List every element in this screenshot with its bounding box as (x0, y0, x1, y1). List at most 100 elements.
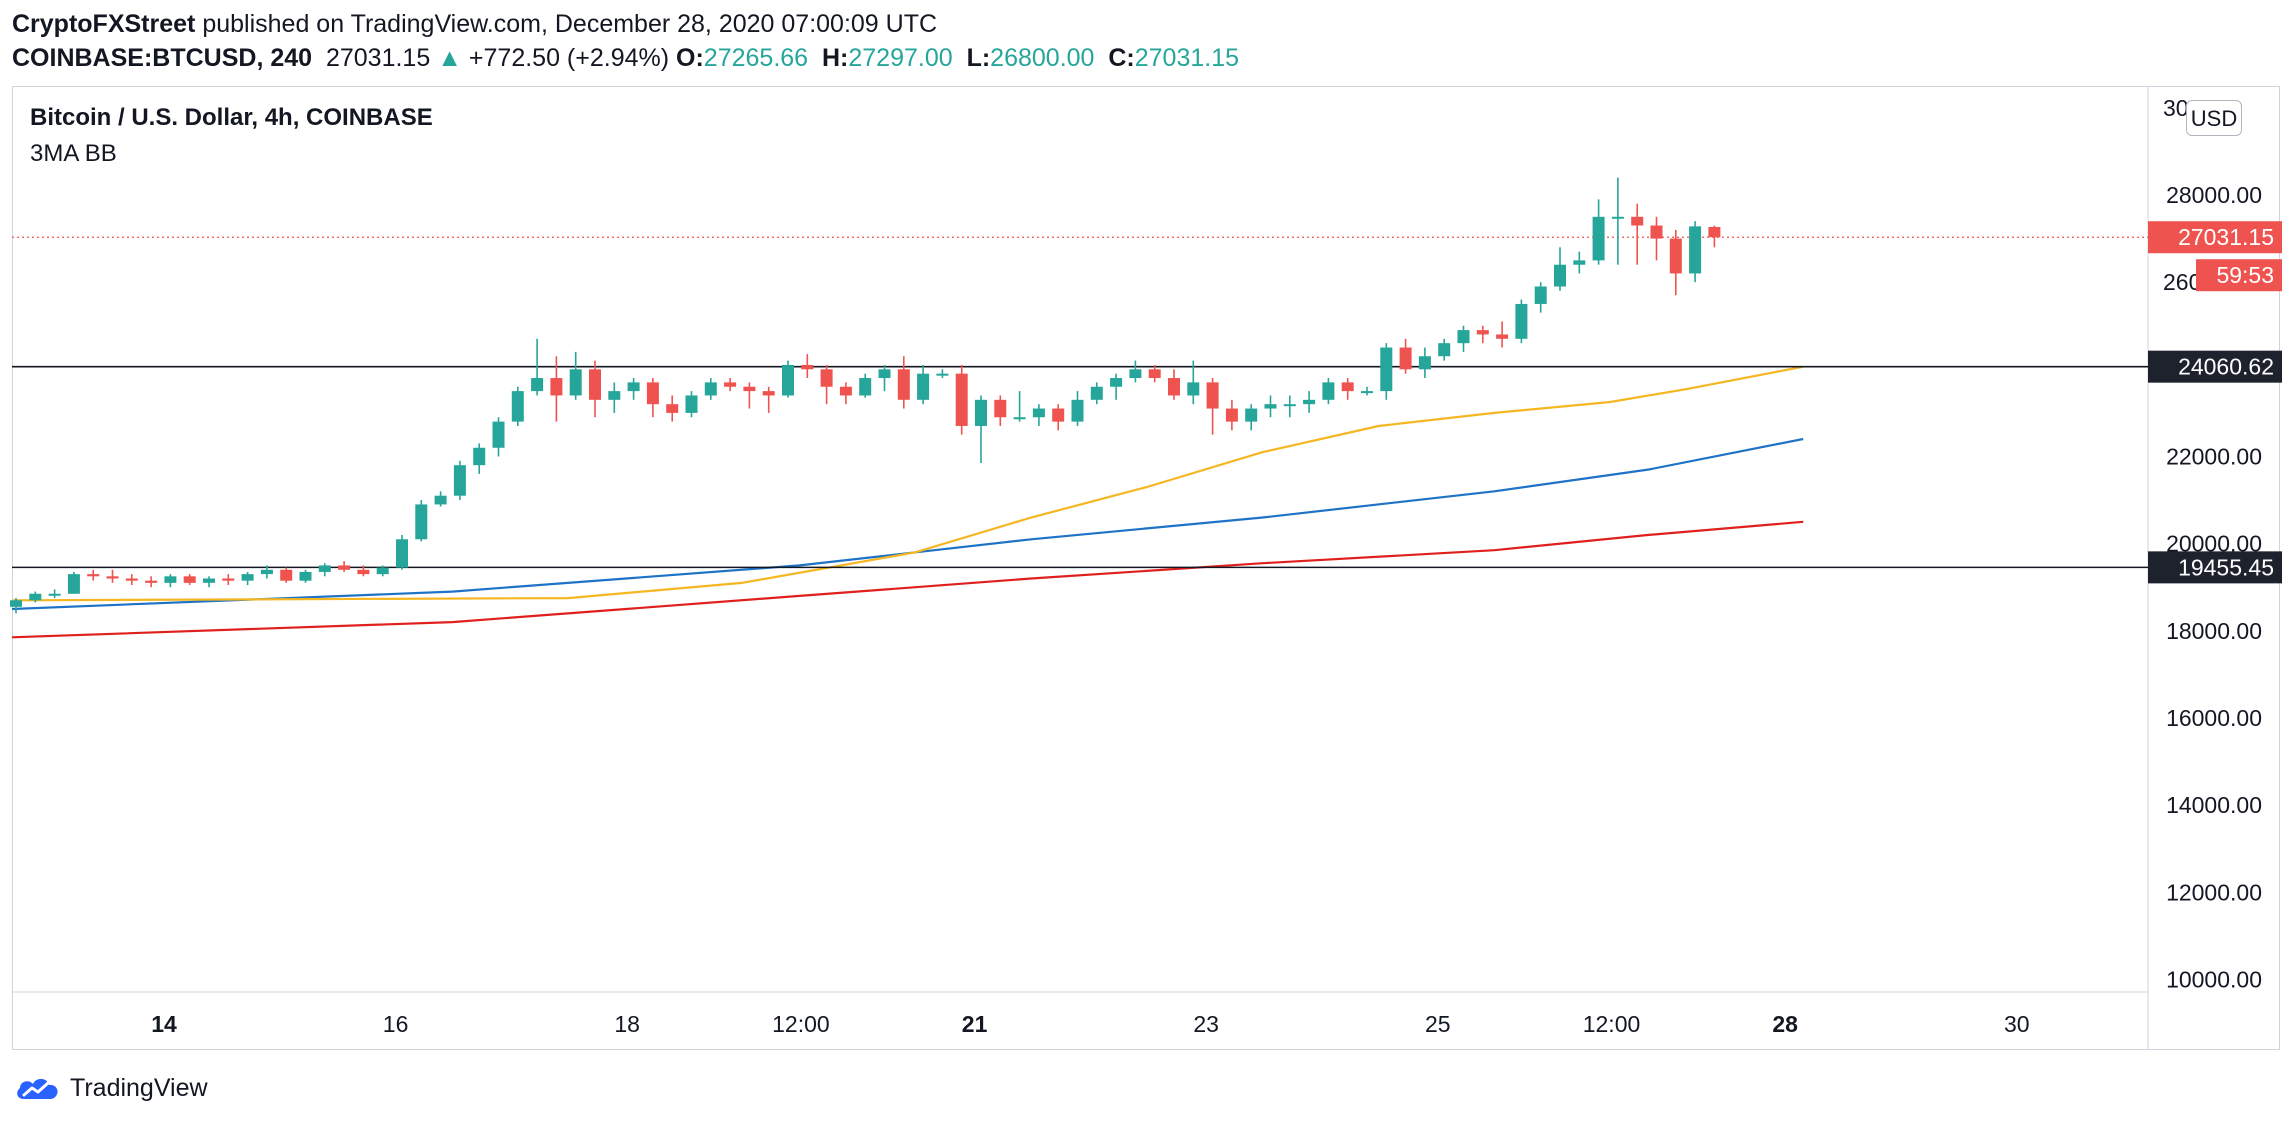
legend-indicator[interactable]: 3MA BB (30, 140, 117, 167)
candle-body (1187, 382, 1200, 396)
candle (531, 338, 544, 396)
candle (318, 563, 331, 577)
candle-body (376, 567, 389, 575)
candle (453, 460, 466, 501)
price-label-text: 24060.62 (2178, 354, 2274, 380)
candle (67, 571, 80, 594)
candle (743, 382, 756, 409)
cloud-icon (17, 1078, 58, 1099)
candle-body (1515, 303, 1528, 339)
candle-body (415, 504, 428, 540)
candle-body (164, 576, 177, 583)
candle-body (531, 378, 544, 392)
candle-body (1168, 378, 1180, 396)
candle (1631, 203, 1644, 265)
candle-body (203, 578, 215, 583)
price-label-level: 19455.45 (2148, 551, 2282, 584)
candle-body (1399, 347, 1412, 370)
candle-body (608, 391, 621, 400)
candle-body (782, 364, 794, 396)
candle (222, 574, 235, 586)
price-label-bg (2148, 551, 2282, 584)
candle (1052, 404, 1065, 431)
candle (145, 576, 158, 588)
candle (434, 491, 447, 507)
price-tick-label: 16000.00 (2166, 705, 2262, 731)
candle-body (434, 495, 447, 505)
ma-mid-line (11, 437, 1804, 611)
candle-body (1090, 386, 1103, 400)
candle (994, 395, 1007, 426)
candle-body (10, 600, 22, 607)
time-axis: 14 16 18 12:00 21 23 25 12:00 28 30 (151, 1011, 2029, 1037)
candle-body (1650, 225, 1663, 239)
ma-slow-line (11, 520, 1804, 639)
candle (936, 369, 949, 379)
publish-text: published on TradingView.com, December 2… (195, 10, 938, 38)
candle (1361, 386, 1373, 396)
candle-body (87, 574, 100, 577)
candle (125, 574, 138, 586)
price-tick-label: 14000.00 (2166, 792, 2262, 818)
candle-body (1611, 216, 1624, 219)
candle (280, 567, 293, 583)
candle-body (801, 364, 814, 370)
candle (569, 351, 582, 400)
time-tick-label: 30 (2004, 1011, 2030, 1037)
candle-body (685, 395, 698, 413)
candle (1534, 282, 1547, 313)
candle-body (241, 574, 254, 581)
author-name[interactable]: CryptoFXStreet (12, 10, 196, 38)
candle-body (145, 580, 158, 583)
open-value: 27265.66 (703, 44, 809, 72)
candle-body (1573, 260, 1586, 265)
price-labels: 27031.15 59:53 24060.62 19455.45 (2148, 221, 2282, 584)
candle (10, 598, 22, 614)
low-value: 26800.00 (990, 44, 1095, 72)
candle (396, 534, 408, 570)
candle-body (743, 386, 756, 392)
candle (1090, 382, 1103, 405)
candle-body (1283, 404, 1296, 407)
candle-body (1534, 286, 1547, 304)
candle-body (820, 369, 833, 387)
change-value: +772.50 (+2.94%) (468, 44, 670, 72)
candle-body (1264, 404, 1277, 409)
candle (1225, 399, 1238, 431)
candle (704, 378, 717, 400)
level-lines (12, 236, 2148, 569)
brand-name: TradingView (70, 1073, 208, 1102)
candle (1592, 199, 1605, 265)
candle-body (1496, 334, 1509, 339)
candles (10, 177, 1721, 614)
publish-line: CryptoFXStreet published on TradingView.… (12, 8, 937, 40)
currency-button[interactable]: USD (2186, 100, 2242, 136)
candle (492, 417, 505, 457)
candle (1380, 343, 1393, 400)
candle-body (1110, 378, 1123, 387)
candle (1110, 373, 1123, 400)
candle-body (125, 578, 138, 581)
candle (917, 364, 930, 405)
candle (376, 565, 389, 577)
candle-body (473, 447, 486, 466)
candle-body (762, 391, 775, 396)
candle (975, 395, 987, 464)
time-tick-label: 23 (1193, 1011, 1219, 1037)
candle (1032, 404, 1045, 426)
candle-body (859, 378, 872, 396)
candle (511, 386, 524, 426)
price-label-text: 19455.45 (2178, 554, 2274, 580)
candle-body (1303, 399, 1316, 405)
candle-body (1052, 408, 1065, 422)
candle (1187, 360, 1200, 405)
time-tick-label: 21 (962, 1011, 988, 1037)
candle-body (48, 593, 61, 596)
price-label-countdown: 59:53 (2196, 259, 2282, 292)
tradingview-logo[interactable]: TradingView (14, 1070, 208, 1106)
candle (608, 382, 621, 413)
candle (299, 569, 312, 583)
price-label-text: 59:53 (2216, 262, 2274, 288)
candle-body (1708, 227, 1721, 238)
